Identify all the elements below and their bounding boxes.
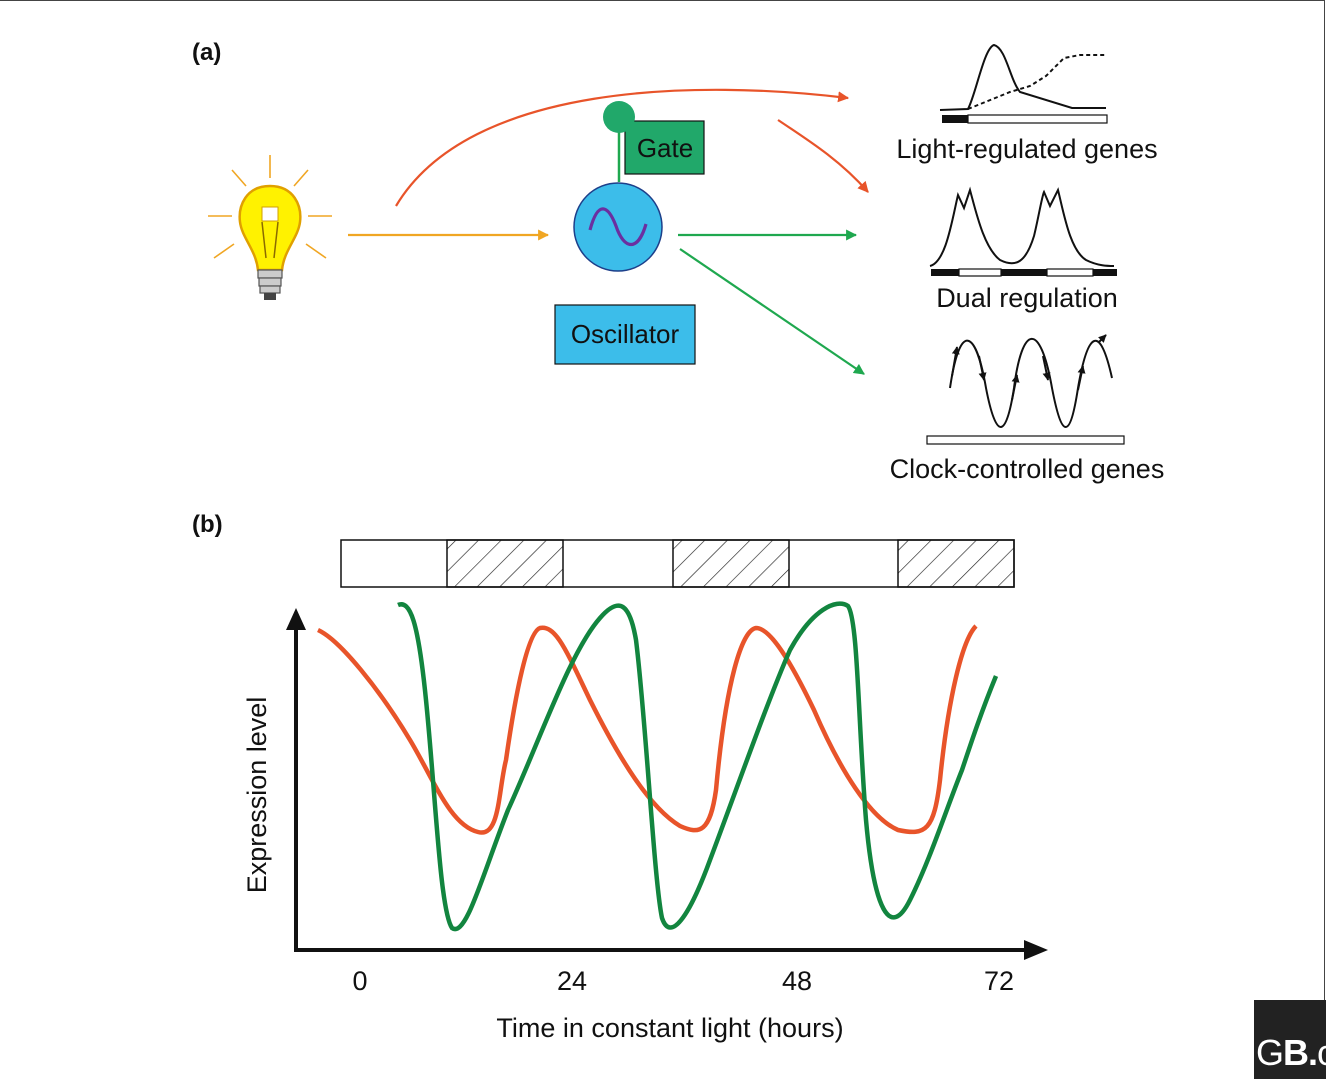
sine-wave-icon [588, 207, 648, 246]
dark-period-3 [897, 539, 1015, 588]
oscillator-to-clock-genes-arrow [679, 248, 865, 375]
logo-prefix: G [1256, 1032, 1284, 1073]
x-tick-48: 48 [782, 966, 812, 996]
orange-expression-curve [316, 624, 978, 835]
light-regulated-genes-label: Light-regulated genes [896, 134, 1157, 164]
panel-a-label: (a) [192, 39, 221, 66]
x-axis-arrowhead [1024, 940, 1048, 960]
dual-regulation-plot [929, 186, 1117, 277]
light-bulb-icon [208, 155, 332, 300]
logo-suffix: c [1317, 1032, 1326, 1073]
gate-box [624, 120, 705, 175]
light-regulated-plot [939, 43, 1108, 124]
dark-period-1 [446, 539, 564, 588]
light-dark-bar [340, 539, 1015, 588]
x-axis-label: Time in constant light (hours) [496, 1013, 843, 1043]
y-axis-arrowhead [286, 608, 306, 630]
clock-controlled-genes-label: Clock-controlled genes [890, 454, 1165, 484]
gate-knob [603, 101, 635, 133]
logo-bold: B. [1283, 1032, 1318, 1073]
oscillator-box [554, 304, 696, 365]
x-tick-72: 72 [984, 966, 1014, 996]
x-tick-24: 24 [557, 966, 587, 996]
clock-controlled-plot [926, 334, 1125, 445]
dark-period-2 [672, 539, 790, 588]
gate-label: Gate [637, 133, 693, 163]
y-axis-label: Expression level [242, 697, 272, 894]
dual-regulation-label: Dual regulation [936, 283, 1118, 313]
oscillator-label: Oscillator [571, 319, 680, 349]
gated-light-arrow [777, 119, 869, 193]
panel-b-label: (b) [192, 511, 223, 538]
light-direct-arrow [395, 88, 850, 207]
genome-biology-logo: GB.c [1254, 1000, 1326, 1079]
x-tick-0: 0 [352, 966, 367, 996]
green-expression-curve [397, 601, 999, 932]
